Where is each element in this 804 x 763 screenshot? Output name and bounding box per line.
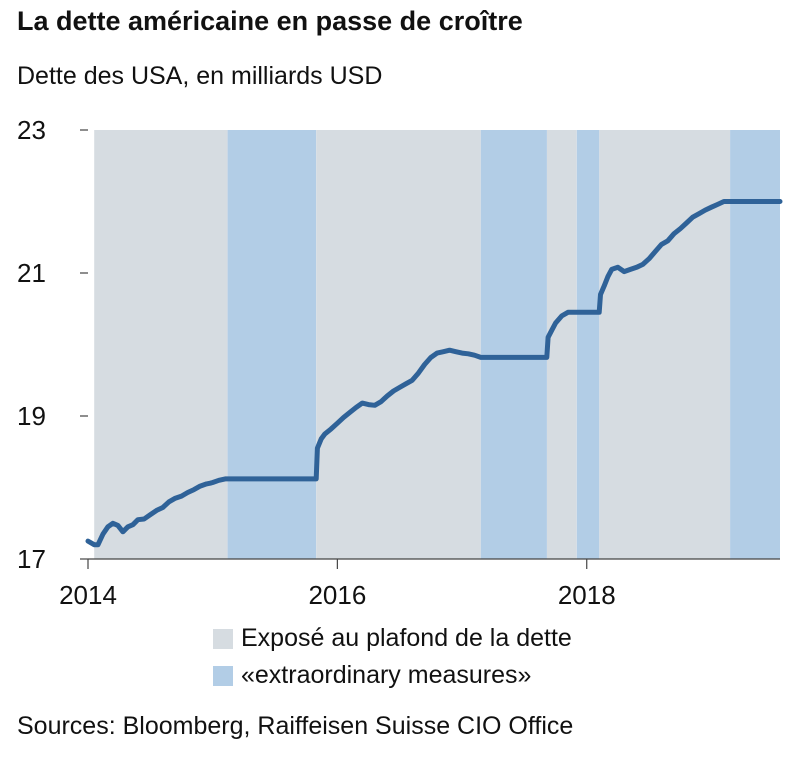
extraordinary-band-0 [227, 130, 317, 559]
chart-area: 17 19 21 23 2014 2016 2018 [17, 115, 783, 610]
legend-label-ceiling: Exposé au plafond de la dette [241, 624, 572, 652]
x-tick-label-2016: 2016 [308, 580, 366, 610]
ceiling-band-2 [546, 130, 577, 559]
legend: Exposé au plafond de la dette «extraordi… [213, 620, 572, 694]
extraordinary-band-1 [480, 130, 547, 559]
y-tick-label-23: 23 [17, 115, 46, 145]
x-tick-label-2018: 2018 [558, 580, 616, 610]
source-note: Sources: Bloomberg, Raiffeisen Suisse CI… [17, 712, 574, 740]
extraordinary-band-3 [730, 130, 780, 559]
y-tick-label-17: 17 [17, 544, 46, 574]
debt-series-line [85, 199, 783, 548]
ceiling-band-0 [94, 130, 228, 559]
y-tick-label-21: 21 [17, 258, 46, 288]
extraordinary-band-2 [576, 130, 600, 559]
ceiling-band-1 [316, 130, 481, 559]
legend-swatch-ceiling [213, 628, 233, 649]
x-tick-label-2014: 2014 [59, 580, 117, 610]
legend-swatch-extraordinary [213, 665, 233, 686]
chart-subtitle: Dette des USA, en milliards USD [17, 62, 383, 90]
y-tick-label-19: 19 [17, 401, 46, 431]
legend-label-extraordinary: «extraordinary measures» [241, 661, 532, 689]
legend-item-ceiling: Exposé au plafond de la dette [213, 620, 572, 657]
chart-title: La dette américaine en passe de croître [17, 6, 523, 36]
ceiling-band-3 [599, 130, 731, 559]
legend-item-extraordinary: «extraordinary measures» [213, 657, 572, 694]
